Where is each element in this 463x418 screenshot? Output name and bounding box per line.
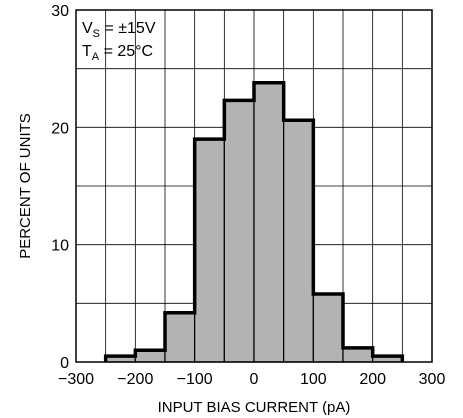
- histogram-bars: [103, 80, 405, 363]
- histogram-bar: [312, 293, 344, 363]
- histogram-bar: [164, 312, 196, 363]
- histogram-bar: [134, 349, 166, 363]
- y-tick-label: 0: [60, 355, 69, 372]
- histogram-outline: [103, 80, 405, 362]
- y-tick-label: 20: [51, 120, 69, 137]
- x-tick-label: −100: [177, 371, 213, 388]
- histogram-bar: [223, 99, 255, 363]
- x-tick-labels: −300 −200 −100 0 100 200 300: [58, 371, 445, 388]
- y-tick-label: 10: [51, 238, 69, 255]
- plot-frame: [75, 9, 433, 363]
- x-axis-title: INPUT BIAS CURRENT (pA): [158, 399, 351, 416]
- x-tick-label: 100: [300, 371, 327, 388]
- y-tick-labels: 0 10 20 30: [51, 3, 69, 372]
- x-tick-label: 200: [359, 371, 386, 388]
- histogram-bar: [342, 347, 374, 363]
- supply-voltage-annotation: VS = ±15V: [82, 20, 156, 40]
- x-tick-label: −200: [117, 371, 153, 388]
- y-tick-label: 30: [51, 3, 69, 20]
- histogram-bar: [283, 119, 314, 363]
- histogram-bar: [253, 82, 285, 363]
- x-tick-label: 300: [419, 371, 446, 388]
- conditions-annotation: VS = ±15V TA = 25°C: [82, 20, 156, 63]
- histogram-bar: [194, 138, 225, 363]
- y-axis-title: PERCENT OF UNITS: [17, 113, 34, 259]
- x-tick-label: 0: [250, 371, 259, 388]
- x-tick-label: −300: [58, 371, 94, 388]
- ambient-temperature-annotation: TA = 25°C: [82, 43, 153, 63]
